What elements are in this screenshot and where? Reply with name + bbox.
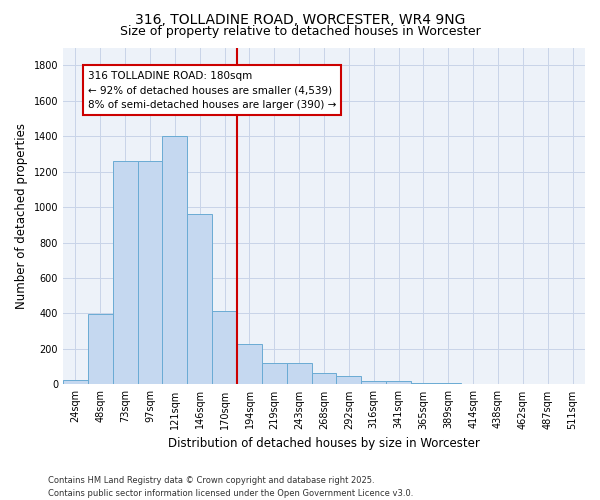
Bar [361, 381, 386, 384]
Bar [187, 214, 212, 384]
Bar [262, 363, 287, 384]
Bar [287, 363, 311, 384]
Bar [212, 311, 237, 384]
Bar [386, 381, 411, 384]
Bar [337, 376, 361, 384]
Bar [113, 161, 137, 384]
Bar [88, 314, 113, 384]
Y-axis label: Number of detached properties: Number of detached properties [15, 123, 28, 309]
Bar [436, 382, 461, 384]
Bar [137, 161, 163, 384]
Bar [63, 380, 88, 384]
Bar [237, 344, 262, 384]
Bar [311, 373, 337, 384]
X-axis label: Distribution of detached houses by size in Worcester: Distribution of detached houses by size … [168, 437, 480, 450]
Bar [411, 382, 436, 384]
Text: Contains HM Land Registry data © Crown copyright and database right 2025.
Contai: Contains HM Land Registry data © Crown c… [48, 476, 413, 498]
Bar [163, 136, 187, 384]
Text: 316 TOLLADINE ROAD: 180sqm
← 92% of detached houses are smaller (4,539)
8% of se: 316 TOLLADINE ROAD: 180sqm ← 92% of deta… [88, 70, 336, 110]
Text: 316, TOLLADINE ROAD, WORCESTER, WR4 9NG: 316, TOLLADINE ROAD, WORCESTER, WR4 9NG [135, 12, 465, 26]
Text: Size of property relative to detached houses in Worcester: Size of property relative to detached ho… [119, 25, 481, 38]
